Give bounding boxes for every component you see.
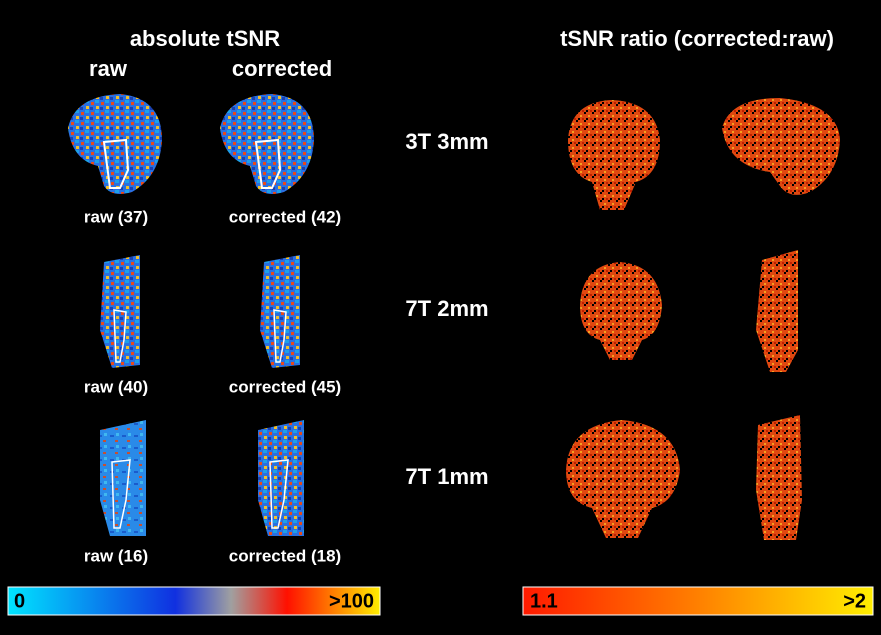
left-title: absolute tSNR — [130, 26, 280, 51]
column-header: raw — [89, 56, 128, 81]
brain-image — [756, 250, 798, 372]
brain-image — [220, 94, 314, 194]
brain-image — [566, 420, 680, 538]
brain-image — [568, 100, 660, 210]
column-header: corrected — [232, 56, 332, 81]
figure: absolute tSNR raw corrected tSNR ratio (… — [0, 0, 881, 635]
brain-image — [580, 262, 662, 360]
row-label: 3T 3mm — [405, 129, 488, 154]
image-label: raw (40) — [84, 377, 148, 396]
brain-image — [100, 420, 146, 536]
brain-image — [100, 255, 140, 368]
image-label: corrected (18) — [229, 546, 341, 565]
brain-image — [68, 94, 162, 194]
brain-image — [756, 415, 802, 540]
colorbar — [8, 587, 380, 615]
brain-image — [722, 98, 840, 195]
image-label: corrected (45) — [229, 377, 341, 396]
row-label: 7T 2mm — [405, 296, 488, 321]
image-label: raw (37) — [84, 207, 148, 226]
row-label: 7T 1mm — [405, 464, 488, 489]
brain-image — [260, 255, 300, 368]
brain-image — [258, 420, 304, 536]
colorbar-max-label: >2 — [843, 590, 866, 612]
image-label: raw (16) — [84, 546, 148, 565]
colorbar — [523, 587, 873, 615]
colorbar-max-label: >100 — [329, 590, 374, 612]
colorbar-min-label: 1.1 — [530, 590, 558, 612]
image-label: corrected (42) — [229, 207, 341, 226]
colorbar-min-label: 0 — [14, 590, 25, 612]
right-title: tSNR ratio (corrected:raw) — [560, 26, 834, 51]
